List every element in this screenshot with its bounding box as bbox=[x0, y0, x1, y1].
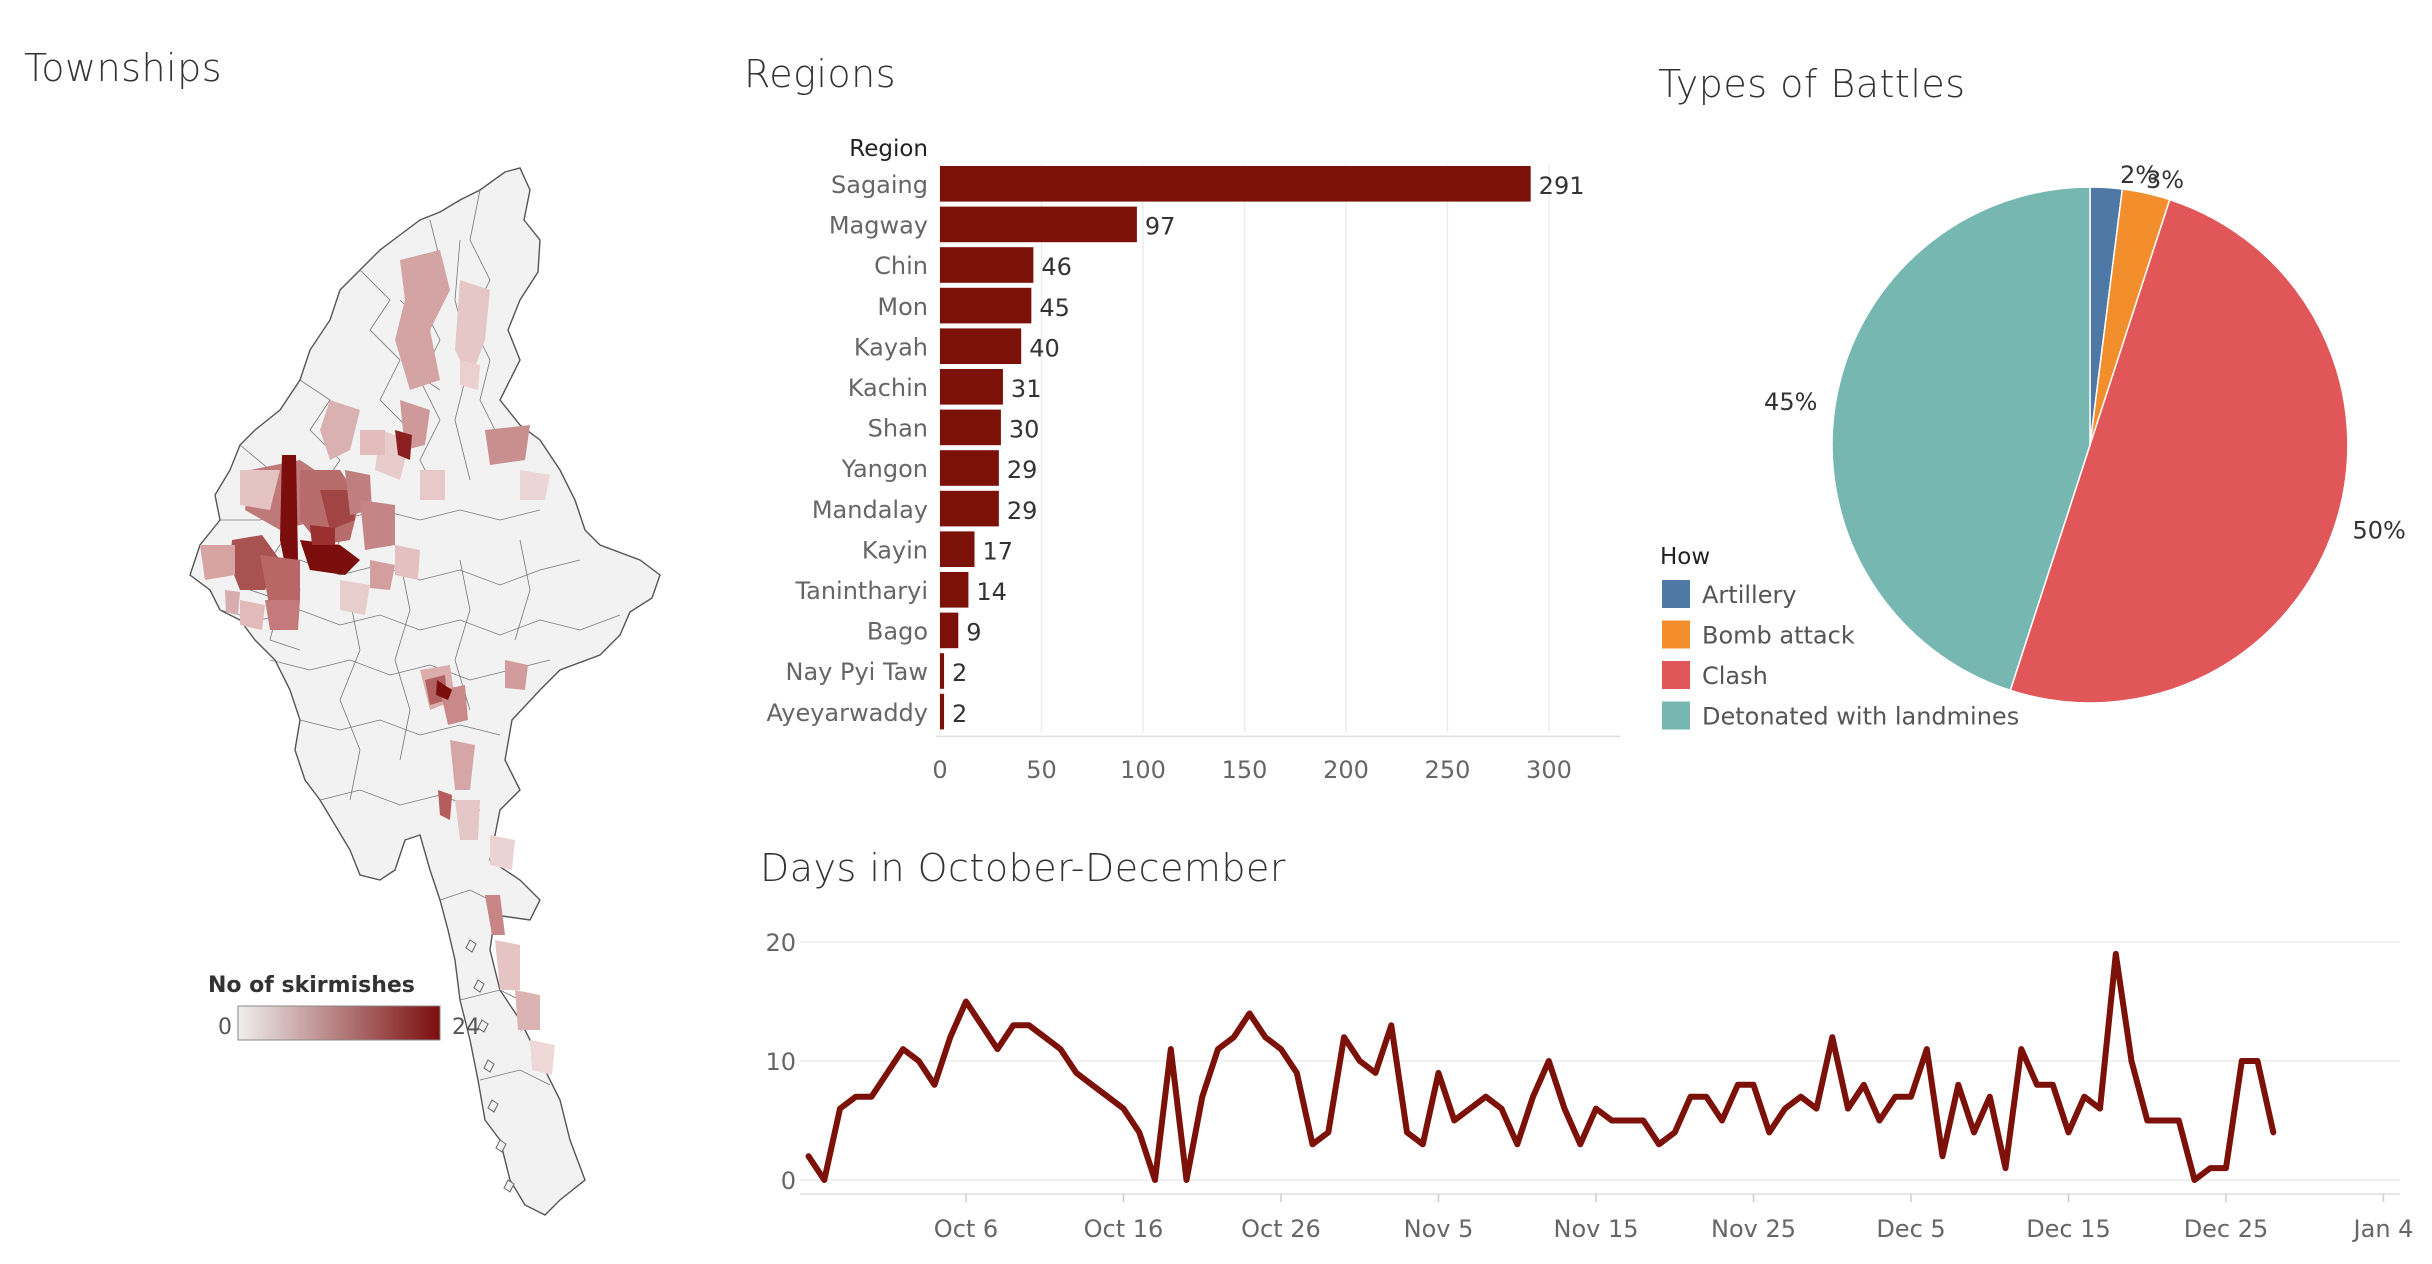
pie-value-label: 2% bbox=[2120, 161, 2158, 189]
line-y-tick-label: 20 bbox=[765, 929, 796, 957]
myanmar-township-map[interactable] bbox=[189, 167, 661, 1216]
pie-legend-swatch bbox=[1662, 620, 1690, 649]
pie-value-label: 3% bbox=[2146, 166, 2184, 194]
bar-kachin bbox=[940, 369, 1003, 405]
bar-category-label: Chin bbox=[874, 252, 928, 280]
bar-category-label: Sagaing bbox=[831, 171, 928, 199]
bar-value-label: 29 bbox=[1007, 456, 1038, 484]
bar-x-tick-label: 50 bbox=[1026, 756, 1057, 784]
bar-category-label: Shan bbox=[868, 415, 928, 443]
map-coastal-islands bbox=[465, 939, 515, 1193]
battles-pie-chart: 2%3% 50% 45% How Artillery Bomb attack Clash De… bbox=[1660, 161, 2406, 731]
bar-x-tick-label: 150 bbox=[1222, 756, 1268, 784]
bar-category-label: Mon bbox=[877, 293, 928, 321]
line-y-tick-label: 0 bbox=[781, 1167, 796, 1195]
bar-category-label: Yangon bbox=[841, 455, 928, 483]
bar-x-tick-label: 300 bbox=[1526, 756, 1572, 784]
pie-legend-swatch bbox=[1662, 701, 1690, 730]
bar-chin bbox=[940, 247, 1034, 283]
line-x-tick-label: Dec 5 bbox=[1876, 1215, 1945, 1243]
map-shaded-townships bbox=[200, 250, 555, 1075]
bar-value-label: 97 bbox=[1145, 213, 1176, 241]
line-x-tick-label: Oct 6 bbox=[934, 1215, 998, 1243]
map-legend-min: 0 bbox=[218, 1015, 232, 1040]
bar-category-label: Kayah bbox=[854, 333, 928, 361]
bar-category-label: Magway bbox=[829, 212, 928, 240]
bar-value-label: 2 bbox=[952, 700, 967, 728]
bar-value-label: 30 bbox=[1009, 416, 1040, 444]
bar-value-label: 46 bbox=[1041, 253, 1072, 281]
line-x-tick-label: Oct 16 bbox=[1084, 1215, 1164, 1243]
map-legend-max: 24 bbox=[452, 1015, 480, 1040]
pie-legend-title: How bbox=[1660, 544, 1710, 570]
bar-kayah bbox=[940, 328, 1022, 364]
pie-legend-label: Artillery bbox=[1702, 581, 1797, 609]
line-x-tick-label: Dec 15 bbox=[2026, 1215, 2111, 1243]
bar-value-label: 17 bbox=[983, 537, 1014, 565]
pie-legend-label: Detonated with landmines bbox=[1702, 703, 2019, 731]
townships-title: Townships bbox=[24, 46, 223, 90]
map-country-outline bbox=[189, 167, 661, 1216]
line-x-tick-label: Dec 25 bbox=[2184, 1215, 2269, 1243]
line-x-tick-label: Nov 25 bbox=[1711, 1215, 1796, 1243]
bar-category-label: Nay Pyi Taw bbox=[786, 658, 929, 686]
bar-x-tick-label: 100 bbox=[1120, 756, 1166, 784]
line-x-tick-label: Oct 26 bbox=[1241, 1215, 1321, 1243]
bar-x-tick-label: 0 bbox=[932, 756, 947, 784]
bar-category-label: Kayin bbox=[862, 536, 928, 564]
bar-kayin bbox=[940, 531, 975, 567]
bar-tanintharyi bbox=[940, 572, 969, 608]
bar-value-label: 9 bbox=[966, 619, 981, 647]
bar-axis-title: Region bbox=[849, 136, 928, 162]
pie-slice-clash bbox=[2009, 198, 2349, 704]
bar-value-label: 40 bbox=[1029, 334, 1060, 362]
regions-bar-chart: 0 50 100 150 200 250 300 Region Sagaing 291 Magway… bbox=[766, 136, 1620, 784]
map-legend-title: No of skirmishes bbox=[208, 973, 415, 998]
days-title: Days in October-December bbox=[760, 846, 1287, 890]
bar-value-label: 31 bbox=[1011, 375, 1042, 403]
bar-category-label: Tanintharyi bbox=[794, 577, 928, 605]
bar-value-label: 14 bbox=[976, 578, 1007, 606]
pie-value-label: 45% bbox=[1764, 388, 1817, 416]
line-x-tick-label: Nov 15 bbox=[1553, 1215, 1638, 1243]
bar-category-label: Kachin bbox=[848, 374, 928, 402]
bar-x-tick-label: 200 bbox=[1323, 756, 1369, 784]
bar-yangon bbox=[940, 450, 999, 486]
bar-mon bbox=[940, 287, 1032, 324]
bar-category-label: Ayeyarwaddy bbox=[766, 699, 928, 727]
bar-ayeyarwaddy bbox=[940, 693, 945, 730]
line-x-tick-label: Jan 4 bbox=[2352, 1215, 2414, 1243]
battles-title: Types of Battles bbox=[1658, 62, 1966, 106]
bar-category-label: Bago bbox=[867, 618, 928, 646]
pie-legend-label: Clash bbox=[1702, 662, 1768, 690]
bar-value-label: 45 bbox=[1039, 294, 1070, 322]
bar-value-label: 29 bbox=[1007, 497, 1038, 525]
map-legend-gradient bbox=[237, 1005, 441, 1041]
pie-slice-detonated-with-landmines bbox=[1831, 186, 2091, 692]
line-series-skirmishes bbox=[805, 950, 2277, 1183]
pie-legend-label: Bomb attack bbox=[1702, 622, 1855, 650]
regions-title: Regions bbox=[744, 52, 897, 96]
bar-magway bbox=[940, 206, 1137, 243]
pie-value-label: 50% bbox=[2352, 516, 2405, 544]
line-y-tick-label: 10 bbox=[765, 1048, 796, 1076]
pie-legend-swatch bbox=[1662, 661, 1690, 689]
bar-value-label: 2 bbox=[952, 659, 967, 687]
bar-value-label: 291 bbox=[1539, 172, 1585, 200]
bar-category-label: Mandalay bbox=[812, 496, 928, 524]
bar-shan bbox=[940, 409, 1001, 446]
bar-mandalay bbox=[940, 490, 999, 527]
bar-sagaing bbox=[940, 166, 1531, 202]
bar-x-tick-label: 250 bbox=[1425, 756, 1471, 784]
days-line-chart: 0 10 20 Oct 6 Oct 16 Oct 26 Nov 5 Nov 15 Nov 25 D… bbox=[765, 929, 2413, 1243]
bar-bago bbox=[940, 612, 959, 649]
bar-nay-pyi-taw bbox=[940, 653, 945, 689]
pie-legend-swatch bbox=[1662, 580, 1690, 608]
line-x-tick-label: Nov 5 bbox=[1404, 1215, 1474, 1243]
